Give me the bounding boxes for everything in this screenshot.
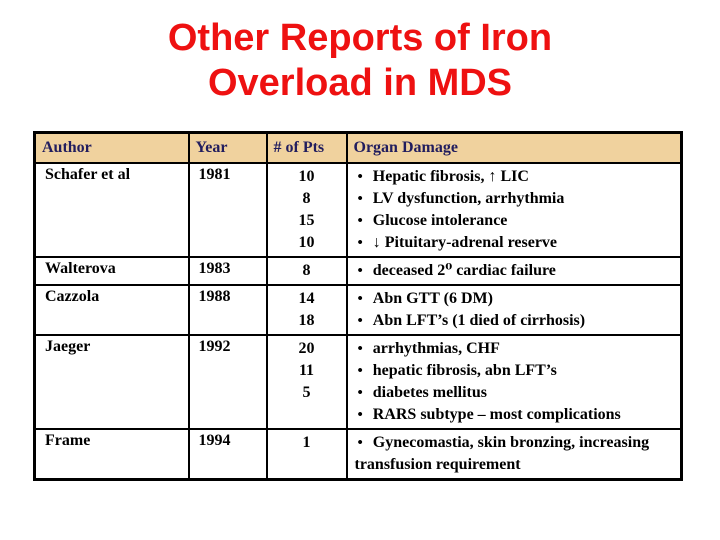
damage-text: RARS subtype – most complications bbox=[372, 406, 621, 423]
pts-value: 15 bbox=[298, 212, 315, 229]
damage-item: • Abn LFT’s (1 died of cirrhosis) bbox=[355, 310, 671, 332]
pts-cell: 10 8 15 10 bbox=[265, 162, 348, 258]
pts-value: 5 bbox=[302, 384, 311, 401]
damage-item: • Abn GTT (6 DM) bbox=[355, 288, 671, 310]
pts-value: 20 bbox=[298, 340, 315, 357]
damage-text: Hepatic fibrosis, ↑ LIC bbox=[372, 168, 529, 185]
damage-text: arrhythmias, CHF bbox=[372, 340, 500, 357]
author-cell: Jaeger bbox=[33, 334, 190, 430]
bullet-icon: • bbox=[357, 435, 363, 451]
bullet-icon: • bbox=[357, 363, 363, 379]
damage-item: • ↓ Pituitary-adrenal reserve bbox=[355, 232, 671, 254]
table-row: Cazzola 1988 14 18 • Abn GTT (6 DM) • Abn LF… bbox=[33, 284, 683, 336]
pts-cell: 14 18 bbox=[265, 284, 348, 336]
year-cell: 1988 bbox=[187, 284, 268, 336]
damage-item: • Gynecomastia, skin bronzing, increasing… bbox=[355, 432, 671, 476]
bullet-icon: • bbox=[357, 235, 363, 251]
damage-item: • hepatic fibrosis, abn LFT’s bbox=[355, 360, 671, 382]
pts-value: 8 bbox=[302, 190, 311, 207]
table-header-row: Author Year # of Pts Organ Damage bbox=[33, 131, 683, 164]
header-organ-damage: Organ Damage bbox=[345, 131, 683, 164]
bullet-icon: • bbox=[357, 407, 363, 423]
pts-value: 11 bbox=[298, 362, 315, 379]
header-author: Author bbox=[33, 131, 190, 164]
damage-cell: • deceased 2⁰ cardiac failure bbox=[345, 256, 683, 286]
year-cell: 1992 bbox=[187, 334, 268, 430]
pts-cell: 1 bbox=[265, 428, 348, 481]
damage-item: • Glucose intolerance bbox=[355, 210, 671, 232]
damage-cell: • Gynecomastia, skin bronzing, increasing… bbox=[345, 428, 683, 481]
bullet-icon: • bbox=[357, 263, 363, 279]
pts-value: 10 bbox=[298, 234, 315, 251]
author-cell: Frame bbox=[33, 428, 190, 481]
damage-text: Glucose intolerance bbox=[372, 212, 508, 229]
author-cell: Cazzola bbox=[33, 284, 190, 336]
damage-text: diabetes mellitus bbox=[372, 384, 487, 401]
pts-value: 18 bbox=[298, 312, 315, 329]
damage-text: Gynecomastia, skin bronzing, increasing … bbox=[354, 434, 650, 473]
author-cell: Schafer et al bbox=[33, 162, 190, 258]
table-row: Jaeger 1992 20 11 5 • arrhythmias, CHF • hepa… bbox=[33, 334, 683, 430]
table-row: Walterova 1983 8 • deceased 2⁰ cardiac fa… bbox=[33, 256, 683, 286]
damage-item: • arrhythmias, CHF bbox=[355, 338, 671, 360]
bullet-icon: • bbox=[357, 213, 363, 229]
year-cell: 1994 bbox=[187, 428, 268, 481]
damage-item: • Hepatic fibrosis, ↑ LIC bbox=[355, 166, 671, 188]
year-cell: 1983 bbox=[187, 256, 268, 286]
table-row: Schafer et al 1981 10 8 15 10 • Hepatic fibr… bbox=[33, 162, 683, 258]
pts-cell: 8 bbox=[265, 256, 348, 286]
bullet-icon: • bbox=[357, 385, 363, 401]
pts-value: 10 bbox=[298, 168, 315, 185]
damage-item: • deceased 2⁰ cardiac failure bbox=[355, 260, 671, 282]
damage-text: ↓ Pituitary-adrenal reserve bbox=[372, 234, 558, 251]
slide-title: Other Reports of Iron Overload in MDS bbox=[0, 0, 720, 106]
slide-title-line1: Other Reports of Iron bbox=[167, 17, 553, 59]
slide-title-line2: Overload in MDS bbox=[207, 62, 513, 104]
damage-item: • diabetes mellitus bbox=[355, 382, 671, 404]
pts-value: 14 bbox=[298, 290, 315, 307]
bullet-icon: • bbox=[357, 191, 363, 207]
header-num-pts: # of Pts bbox=[265, 131, 348, 164]
iron-overload-table: Author Year # of Pts Organ Damage Schafe… bbox=[33, 131, 683, 481]
bullet-icon: • bbox=[357, 313, 363, 329]
damage-item: • RARS subtype – most complications bbox=[355, 404, 671, 426]
damage-cell: • Hepatic fibrosis, ↑ LIC • LV dysfunction,… bbox=[345, 162, 683, 258]
damage-item: • LV dysfunction, arrhythmia bbox=[355, 188, 671, 210]
author-cell: Walterova bbox=[33, 256, 190, 286]
damage-text: LV dysfunction, arrhythmia bbox=[372, 190, 565, 207]
bullet-icon: • bbox=[357, 291, 363, 307]
damage-text: Abn LFT’s (1 died of cirrhosis) bbox=[372, 312, 586, 329]
year-cell: 1981 bbox=[187, 162, 268, 258]
damage-cell: • Abn GTT (6 DM) • Abn LFT’s (1 died of cir… bbox=[345, 284, 683, 336]
table-row: Frame 1994 1 • Gynecomastia, skin bronzin… bbox=[33, 428, 683, 481]
pts-value: 8 bbox=[302, 262, 311, 279]
bullet-icon: • bbox=[357, 341, 363, 357]
damage-text: deceased 2⁰ cardiac failure bbox=[372, 262, 556, 279]
pts-value: 1 bbox=[302, 434, 311, 451]
damage-cell: • arrhythmias, CHF • hepatic fibrosis, abn … bbox=[345, 334, 683, 430]
bullet-icon: • bbox=[357, 169, 363, 185]
damage-text: Abn GTT (6 DM) bbox=[372, 290, 493, 307]
pts-cell: 20 11 5 bbox=[265, 334, 348, 430]
damage-text: hepatic fibrosis, abn LFT’s bbox=[372, 362, 557, 379]
header-year: Year bbox=[187, 131, 268, 164]
